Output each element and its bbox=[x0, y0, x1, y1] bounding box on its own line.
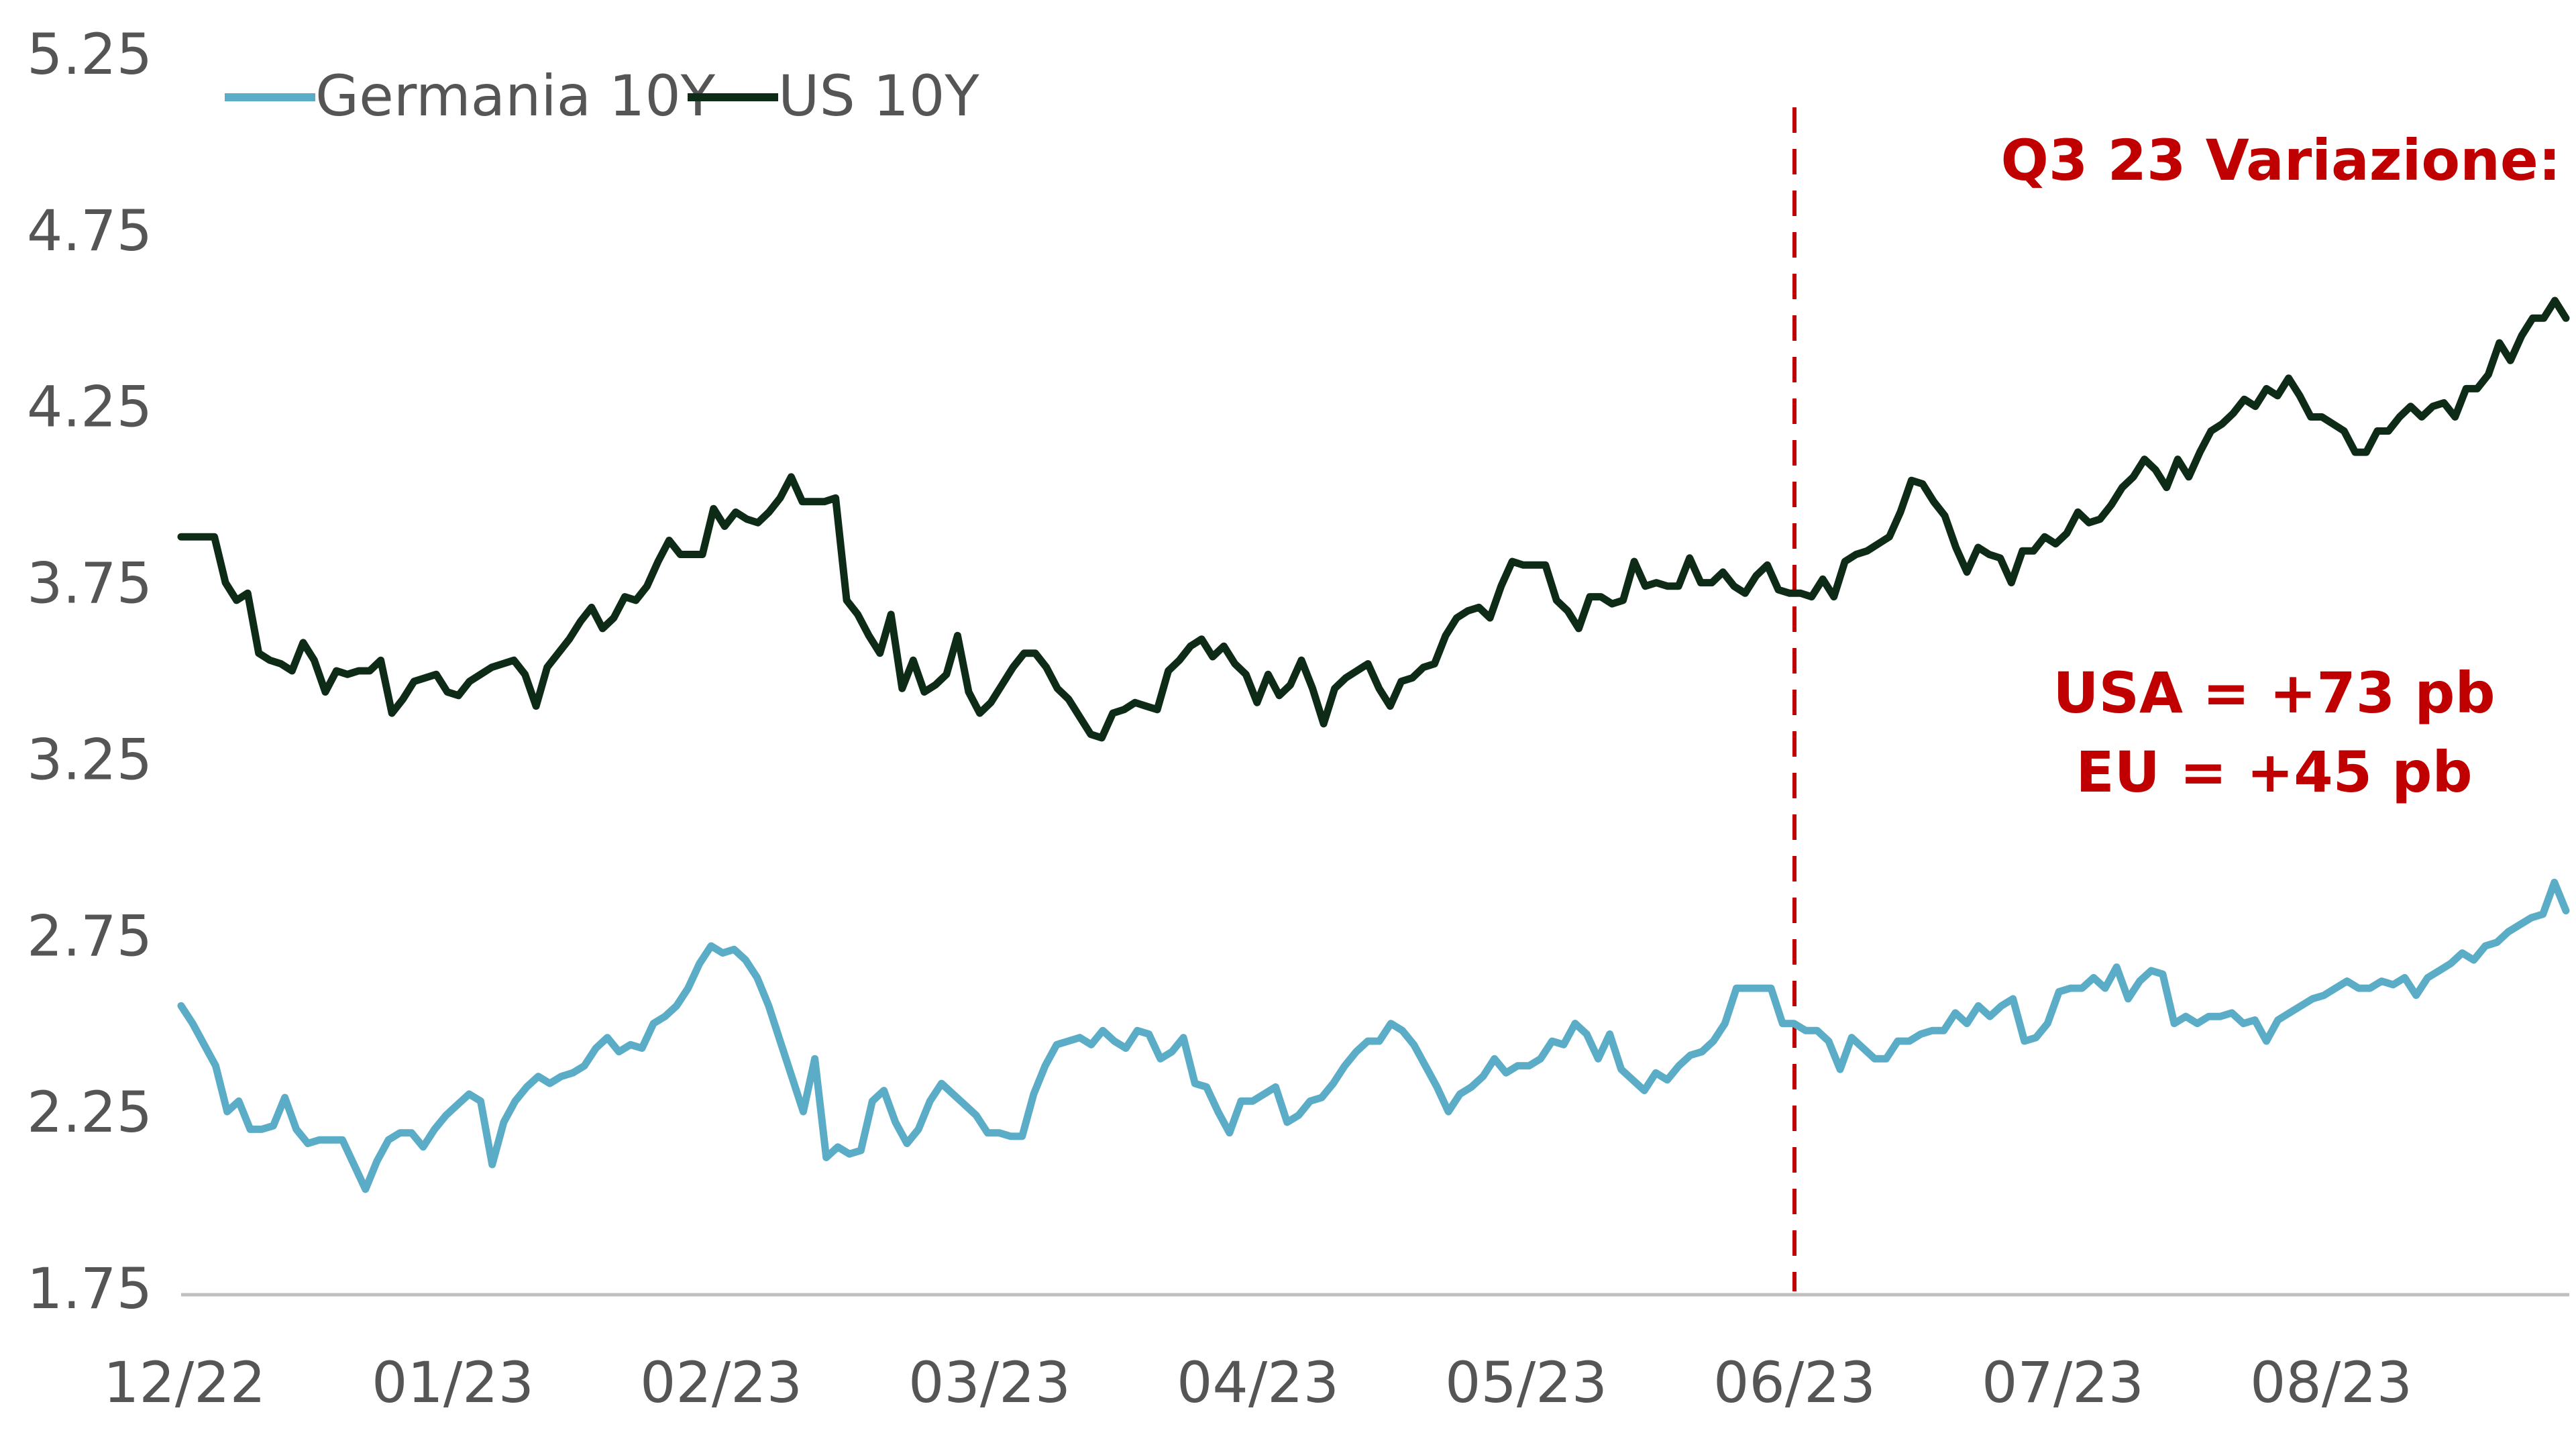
y-tick-label: 5.25 bbox=[27, 21, 152, 87]
y-tick-label: 4.25 bbox=[27, 374, 152, 440]
annotation-box: Q3 23 Variazione: USA = +73 pb EU = +45 … bbox=[2001, 127, 2561, 805]
series-line-germania bbox=[177, 878, 2570, 1193]
y-tick-label: 3.25 bbox=[27, 727, 152, 792]
annotation-eu: EU = +45 pb bbox=[2076, 739, 2472, 805]
x-tick-label: 01/23 bbox=[372, 1350, 534, 1415]
legend-label-us: US 10Y bbox=[778, 63, 979, 129]
y-axis-ticks: 5.25 4.75 4.25 3.75 3.25 2.75 2.25 1.75 bbox=[27, 21, 152, 1322]
y-tick-label: 4.75 bbox=[27, 198, 152, 264]
x-tick-label: 07/23 bbox=[1982, 1350, 2144, 1415]
x-tick-label: 02/23 bbox=[640, 1350, 802, 1415]
x-tick-label: 04/23 bbox=[1177, 1350, 1339, 1415]
annotation-header: Q3 23 Variazione: bbox=[2001, 127, 2561, 193]
legend: Germania 10Y US 10Y bbox=[225, 63, 979, 129]
y-tick-label: 2.75 bbox=[27, 903, 152, 969]
y-tick-label: 1.75 bbox=[27, 1256, 152, 1322]
y-tick-label: 2.25 bbox=[27, 1079, 152, 1145]
x-tick-label: 12/22 bbox=[103, 1350, 266, 1415]
series-group bbox=[177, 297, 2570, 1193]
x-tick-label: 03/23 bbox=[908, 1350, 1071, 1415]
x-tick-label: 06/23 bbox=[1713, 1350, 1876, 1415]
legend-label-germania: Germania 10Y bbox=[315, 63, 716, 129]
y-tick-label: 3.75 bbox=[27, 551, 152, 616]
x-axis-ticks: 12/22 01/23 02/23 03/23 04/23 05/23 06/23 07/23… bbox=[103, 1350, 2412, 1415]
annotation-usa: USA = +73 pb bbox=[2053, 660, 2495, 726]
series-line-us bbox=[177, 297, 2570, 742]
x-tick-label: 05/23 bbox=[1445, 1350, 1607, 1415]
x-tick-label: 08/23 bbox=[2250, 1350, 2412, 1415]
